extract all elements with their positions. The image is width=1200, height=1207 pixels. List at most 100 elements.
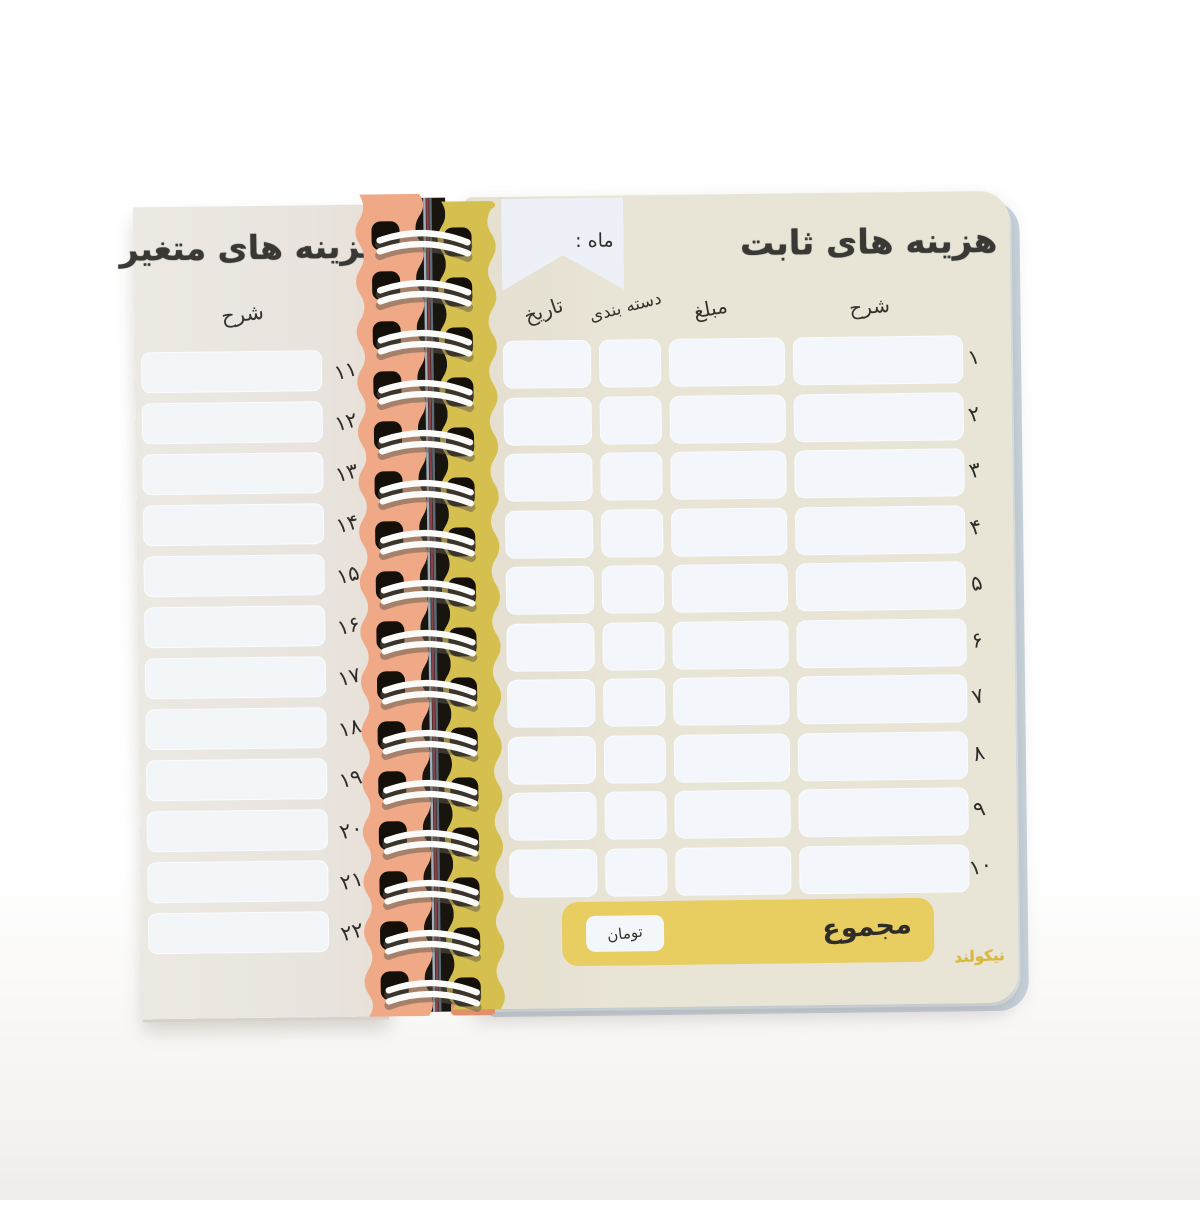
category-blank-cell — [600, 395, 663, 444]
amount-blank-cell — [671, 507, 788, 556]
amount-blank-cell — [670, 394, 787, 443]
table-row: ۹ — [472, 783, 1017, 846]
description-blank-cell — [794, 448, 965, 498]
amount-blank-cell — [669, 337, 786, 386]
description-blank-cell — [142, 401, 323, 444]
row-number: ۳ — [958, 458, 992, 482]
table-row: ۱ — [467, 331, 1012, 394]
amount-blank-cell — [672, 620, 789, 669]
table-row: ۴ — [469, 500, 1014, 563]
table-row: ۱۵ — [143, 549, 371, 603]
description-blank-cell — [798, 731, 969, 781]
description-blank-cell — [146, 758, 327, 801]
table-row: ۱۹ — [146, 753, 374, 807]
date-blank-cell — [503, 340, 592, 389]
table-row: ۸ — [472, 726, 1017, 789]
description-blank-cell — [799, 844, 970, 894]
amount-column-header: مبلغ — [692, 293, 730, 323]
row-number: ۴ — [959, 514, 993, 538]
amount-blank-cell — [674, 789, 791, 838]
total-row-bar: مجموع تومان — [562, 898, 935, 967]
row-number: ۸ — [962, 740, 996, 764]
description-blank-cell — [798, 787, 969, 837]
total-label: مجموع — [821, 909, 912, 946]
description-blank-cell — [147, 860, 328, 903]
date-blank-cell — [508, 792, 597, 841]
description-blank-cell — [796, 561, 967, 611]
row-number: ۶ — [960, 627, 994, 651]
row-number: ۷ — [961, 684, 995, 708]
description-blank-cell — [147, 809, 328, 852]
description-blank-cell — [795, 505, 966, 555]
amount-blank-cell — [675, 846, 792, 895]
left-page-title: هزینه های متغیر — [119, 226, 384, 268]
row-number: ۵ — [960, 571, 994, 595]
month-label: ماه : — [575, 230, 614, 252]
amount-blank-cell — [673, 676, 790, 725]
row-number: ۱۰ — [963, 853, 997, 877]
table-row: ۲۱ — [147, 855, 375, 909]
table-row: ۱۰ — [473, 839, 1018, 902]
date-blank-cell — [504, 396, 593, 445]
date-blank-cell — [504, 453, 593, 502]
description-blank-cell — [142, 452, 323, 495]
date-blank-cell — [506, 566, 595, 615]
category-blank-cell — [604, 734, 667, 783]
date-blank-cell — [507, 679, 596, 728]
category-blank-cell — [600, 452, 663, 501]
table-row: ۱۸ — [145, 702, 373, 756]
month-bookmark-ribbon: ماه : — [501, 197, 624, 290]
table-row: ۲ — [467, 387, 1012, 450]
category-blank-cell — [603, 678, 666, 727]
table-row: ۵ — [470, 557, 1015, 620]
description-blank-cell — [797, 674, 968, 724]
brand-logo: نیکولند — [954, 946, 1005, 966]
table-row: ۲۰ — [146, 804, 374, 858]
category-blank-cell — [602, 565, 665, 614]
currency-label: تومان — [606, 922, 643, 944]
table-row: ۲۲ — [148, 906, 376, 960]
date-blank-cell — [506, 622, 595, 671]
date-blank-cell — [509, 848, 598, 897]
right-page-rows: ۱ ۲ ۳ — [467, 331, 1018, 903]
description-blank-cell — [148, 911, 329, 954]
right-page-title: هزینه های ثابت — [740, 221, 998, 264]
table-row: ۱۱ — [141, 345, 369, 399]
right-page-fixed-expenses: ماه : هزینه های ثابت شرح مبلغ دسته بندی … — [465, 191, 1019, 1010]
amount-blank-cell — [672, 563, 789, 612]
table-row: ۶ — [470, 613, 1015, 676]
table-row: ۱۴ — [143, 498, 371, 552]
amount-blank-cell — [670, 450, 787, 499]
description-blank-cell — [793, 392, 964, 442]
category-column-header: دسته بندی — [587, 288, 663, 326]
category-blank-cell — [605, 847, 668, 896]
left-page-description-column-header: شرح — [220, 300, 265, 329]
row-number: ۱ — [957, 345, 991, 369]
date-column-header: تاریخ — [521, 293, 566, 328]
table-row: ۳ — [468, 444, 1013, 507]
description-blank-cell — [143, 503, 324, 546]
category-blank-cell — [602, 621, 665, 670]
description-blank-cell — [793, 335, 964, 385]
description-blank-cell — [145, 707, 326, 750]
table-row: ۱۷ — [145, 651, 373, 705]
row-number: ۹ — [962, 797, 996, 821]
description-blank-cell — [144, 605, 325, 648]
category-blank-cell — [601, 508, 664, 557]
description-blank-cell — [796, 618, 967, 668]
total-amount-blank-cell: تومان — [586, 915, 664, 952]
spiral-binding — [345, 189, 511, 1023]
description-blank-cell — [145, 656, 326, 699]
table-row: ۱۶ — [144, 600, 372, 654]
amount-blank-cell — [674, 733, 791, 782]
date-blank-cell — [505, 509, 594, 558]
description-blank-cell — [143, 554, 324, 597]
table-row: ۱۳ — [142, 447, 370, 501]
description-blank-cell — [141, 350, 322, 393]
table-row: ۱۲ — [142, 396, 370, 450]
table-row: ۷ — [471, 670, 1016, 733]
row-number: ۲ — [958, 401, 992, 425]
date-blank-cell — [508, 735, 597, 784]
left-page-rows: ۱۱ ۱۲ ۱۳ ۱۴ ۱۵ — [141, 345, 375, 960]
